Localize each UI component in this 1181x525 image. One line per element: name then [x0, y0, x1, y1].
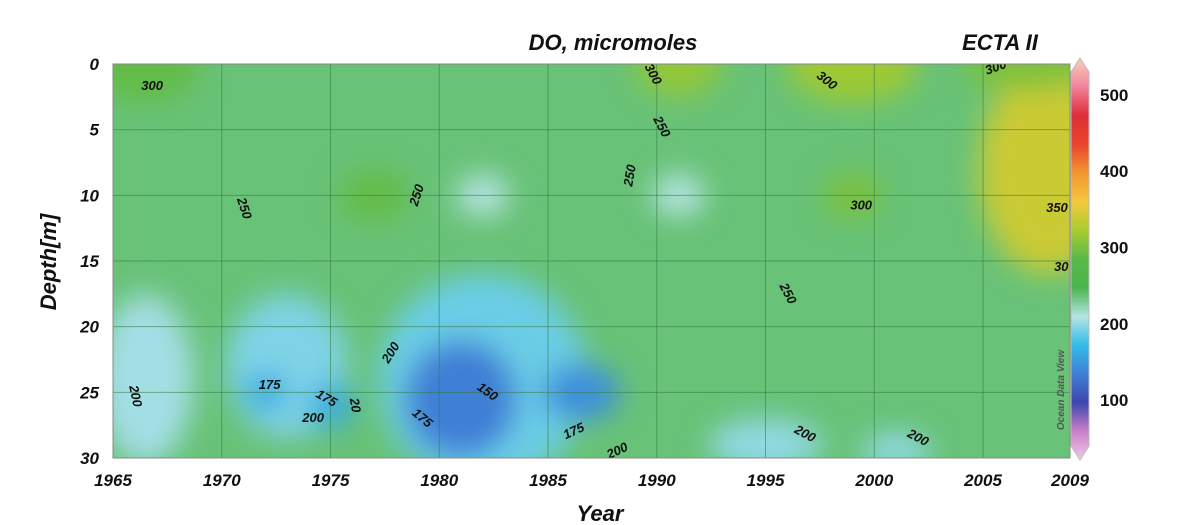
chart-title: DO, micromoles	[529, 30, 698, 55]
colorbar-tick-label: 100	[1100, 391, 1128, 410]
colorbar-tick-label: 200	[1100, 315, 1128, 334]
x-tick-label: 1975	[312, 471, 350, 490]
contour-label: 200	[126, 383, 146, 409]
contour-label: 350	[1046, 200, 1068, 215]
y-tick-label: 0	[90, 55, 100, 74]
x-tick-label: 1980	[420, 471, 458, 490]
x-tick-label: 2005	[963, 471, 1002, 490]
contour-label: 250	[620, 163, 639, 189]
colorbar-tick-label: 300	[1100, 239, 1128, 258]
x-tick-label: 1965	[94, 471, 132, 490]
field-patch	[113, 293, 194, 458]
x-axis-ticks: 1965 1970 1975 1980 1985 1990 1995 2000 2005 2009	[94, 471, 1089, 490]
field-patch	[113, 64, 200, 104]
x-tick-label: 2000	[854, 471, 893, 490]
chart-subtitle: ECTA II	[962, 30, 1039, 55]
contour-label: 30	[1054, 259, 1069, 274]
y-tick-label: 30	[80, 449, 99, 468]
field-patch	[978, 64, 1070, 275]
contour-label: 250	[406, 182, 428, 209]
contour-label: 200	[301, 410, 324, 425]
colorbar: 100 200 300 400 500 Ocean Data View	[1056, 57, 1128, 461]
colorbar-tick-label: 500	[1100, 86, 1128, 105]
x-tick-label: 2009	[1050, 471, 1089, 490]
x-axis-label: Year	[577, 501, 625, 525]
y-tick-label: 5	[90, 121, 100, 140]
colorbar-ticks: 100 200 300 400 500	[1100, 86, 1128, 410]
field-patch	[787, 64, 918, 104]
colorbar-tick-label: 400	[1100, 162, 1128, 181]
gridlines	[113, 64, 1070, 458]
x-tick-label: 1985	[529, 471, 567, 490]
contour-label: 300	[141, 78, 163, 93]
y-tick-label: 25	[79, 383, 99, 402]
y-tick-label: 20	[79, 318, 99, 337]
x-tick-label: 1990	[638, 471, 676, 490]
contour-label: 20	[347, 396, 365, 415]
x-tick-label: 1970	[203, 471, 241, 490]
contour-label: 250	[234, 195, 256, 222]
y-tick-label: 10	[80, 186, 99, 205]
x-tick-label: 1995	[747, 471, 785, 490]
y-axis-label: Depth[m]	[36, 213, 61, 310]
field-patch	[961, 64, 1070, 91]
contour-label: 300	[850, 197, 872, 212]
field-patch	[404, 339, 518, 458]
y-tick-label: 15	[80, 252, 99, 271]
field-patch	[861, 433, 931, 458]
colorbar-bar	[1070, 57, 1090, 461]
y-axis-ticks: 0 5 10 15 20 25 30	[79, 55, 99, 468]
colorbar-watermark: Ocean Data View	[1056, 349, 1067, 430]
plot-frame	[112, 63, 1071, 459]
contour-label: 175	[259, 377, 281, 392]
